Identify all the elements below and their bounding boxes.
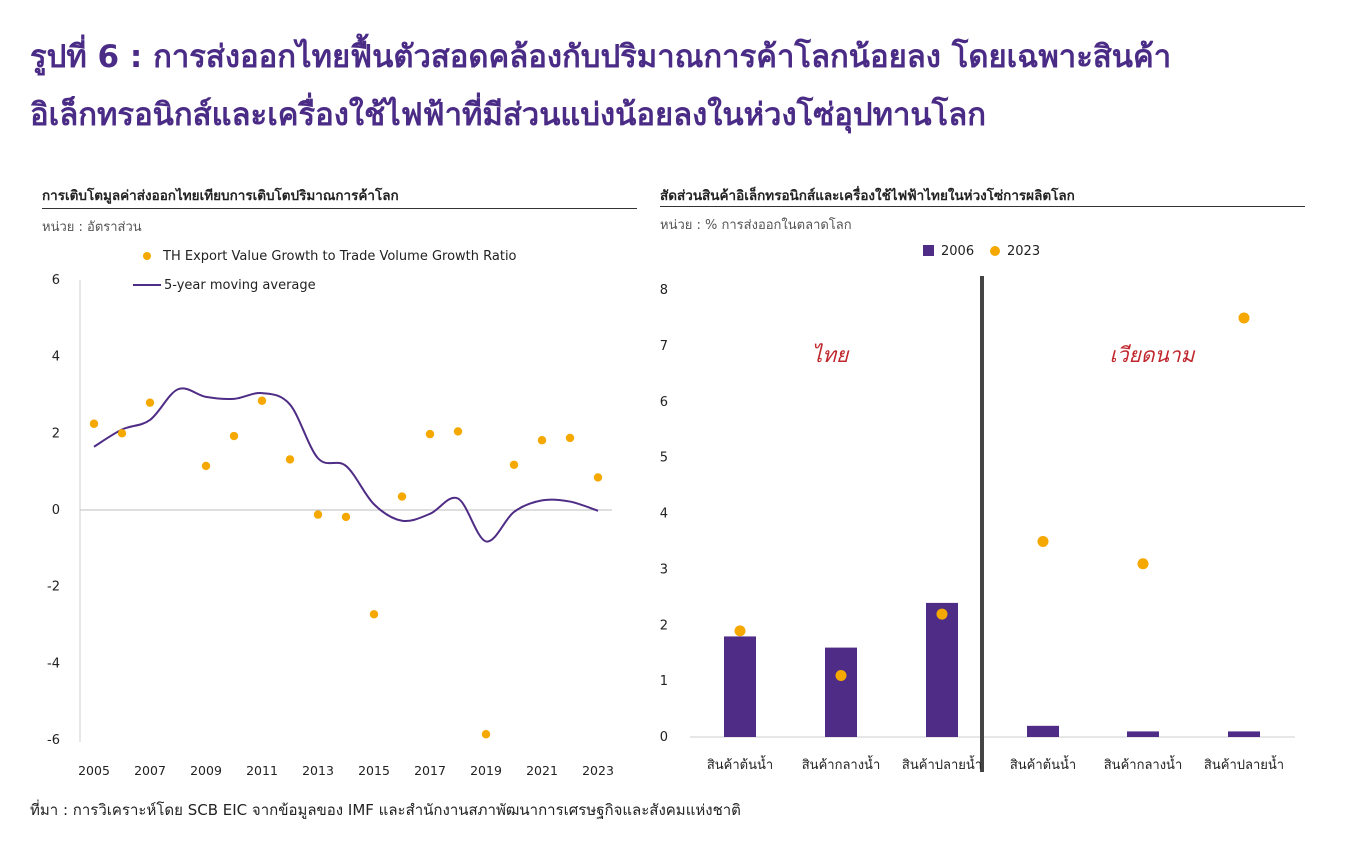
left-x-tick-label: 2019: [470, 763, 502, 778]
right-x-category-label: สินค้าต้นน้ำ: [707, 755, 773, 773]
right-dot-2023: [1238, 312, 1250, 324]
left-chart: TH Export Value Growth to Trade Volume G…: [47, 249, 614, 778]
left-scatter-point: [593, 473, 603, 482]
left-x-tick-label: 2007: [134, 763, 166, 778]
right-legend-dot-label: 2023: [1007, 244, 1040, 259]
right-dot-2023: [1137, 558, 1149, 570]
right-dot-2023: [835, 670, 847, 682]
right-bar-2006: [825, 647, 857, 737]
left-x-tick-label: 2017: [414, 763, 446, 778]
page-title-line-1: รูปที่ 6 : การส่งออกไทยฟื้นตัวสอดคล้องกั…: [30, 39, 1172, 75]
right-chart-rule: [660, 206, 1305, 207]
right-y-tick-label: 3: [660, 562, 668, 577]
left-scatter-point: [481, 730, 491, 739]
right-legend: 2006 2023: [923, 244, 1040, 259]
left-scatter-point: [257, 396, 267, 405]
left-scatter-point: [201, 461, 211, 471]
left-x-tick-label: 2011: [246, 763, 278, 778]
right-y-tick-label: 8: [660, 283, 668, 298]
left-x-tick-label: 2015: [358, 763, 390, 778]
right-legend-bar-marker: [923, 245, 934, 256]
right-dot-2023: [936, 608, 948, 620]
right-bar-2006: [926, 602, 958, 737]
left-scatter-point: [425, 429, 435, 439]
left-scatter-point: [341, 512, 351, 522]
right-chart: 2006 2023 ไทย เวียดนาม 8 7 6 5 4 3 2 1 0 สินค้าต…: [660, 244, 1295, 773]
left-scatter-point: [285, 455, 295, 464]
right-x-category-label: สินค้ากลางน้ำ: [802, 755, 881, 773]
right-x-category-label: สินค้ากลางน้ำ: [1104, 755, 1183, 773]
right-bar-2006: [1228, 731, 1260, 737]
right-y-tick-label: 0: [660, 730, 668, 745]
left-chart-unit: หน่วย : อัตราส่วน: [42, 220, 142, 235]
right-y-tick-label: 2: [660, 618, 668, 633]
left-legend-scatter-marker: [143, 252, 151, 260]
left-y-tick-label: 2: [52, 426, 60, 441]
left-scatter-point: [313, 510, 323, 519]
left-y-tick-label: 4: [52, 350, 60, 365]
left-x-tick-label: 2013: [302, 763, 334, 778]
left-x-tick-label: 2021: [526, 763, 558, 778]
right-dot-2023: [1037, 535, 1049, 547]
page-title-line-2: อิเล็กทรอนิกส์และเครื่องใช้ไฟฟ้าที่มีส่ว…: [30, 97, 987, 133]
left-x-tick-label: 2009: [190, 763, 222, 778]
left-legend: TH Export Value Growth to Trade Volume G…: [133, 249, 517, 293]
left-y-tick-label: 0: [52, 503, 60, 518]
right-y-tick-label: 6: [660, 395, 668, 410]
left-moving-average-line: [93, 387, 599, 543]
right-dot-2023: [734, 625, 746, 637]
left-scatter-point: [537, 436, 547, 445]
right-y-tick-label: 4: [660, 507, 668, 522]
right-x-category-label: สินค้าปลายน้ำ: [1204, 755, 1284, 773]
left-scatter-point: [229, 431, 239, 441]
left-scatter-point: [397, 492, 407, 501]
right-bar-2006: [1027, 725, 1059, 737]
left-x-tick-label: 2023: [582, 763, 614, 778]
left-y-tick-label: -4: [47, 656, 60, 671]
left-chart-title: การเติบโตมูลค่าส่งออกไทยเทียบการเติบโตปร…: [42, 188, 399, 204]
left-chart-rule: [42, 208, 637, 209]
right-bar-2006: [1127, 731, 1159, 737]
right-x-category-label: สินค้าปลายน้ำ: [902, 755, 982, 773]
source-note: ที่มา : การวิเคราะห์โดย SCB EIC จากข้อมู…: [30, 801, 741, 819]
right-chart-title: สัดส่วนสินค้าอิเล็กทรอนิกส์และเครื่องใช้…: [660, 188, 1075, 204]
left-scatter-point: [117, 429, 127, 438]
right-y-tick-label: 7: [660, 339, 668, 354]
right-y-tick-label: 1: [660, 674, 668, 689]
right-chart-unit: หน่วย : % การส่งออกในตลาดโลก: [660, 218, 852, 233]
left-legend-line-label: 5-year moving average: [164, 278, 316, 293]
right-x-category-label: สินค้าต้นน้ำ: [1010, 755, 1076, 773]
right-legend-dot-marker: [990, 246, 1000, 256]
page-title: รูปที่ 6 : การส่งออกไทยฟื้นตัวสอดคล้องกั…: [30, 28, 1350, 144]
left-scatter-point: [89, 419, 99, 428]
group-label-vietnam: เวียดนาม: [1110, 343, 1196, 367]
left-scatter-point: [145, 398, 155, 407]
left-scatter-point: [453, 427, 463, 436]
left-y-tick-label: -6: [47, 733, 60, 748]
group-label-thailand: ไทย: [812, 343, 850, 367]
left-legend-scatter-label: TH Export Value Growth to Trade Volume G…: [162, 249, 517, 264]
right-bar-2006: [724, 636, 756, 737]
left-y-tick-label: -2: [47, 580, 60, 595]
left-scatter-point: [509, 460, 519, 469]
left-y-tick-label: 6: [52, 273, 60, 288]
right-legend-bar-label: 2006: [941, 244, 974, 259]
left-scatter-point: [565, 433, 575, 443]
right-y-tick-label: 5: [660, 451, 668, 466]
left-scatter-point: [369, 610, 379, 619]
left-x-tick-label: 2005: [78, 763, 110, 778]
